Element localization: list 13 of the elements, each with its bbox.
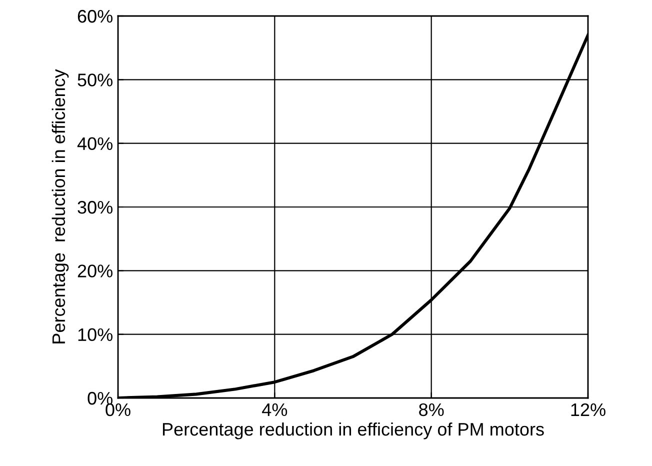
y-tick-label: 50%	[78, 74, 112, 86]
x-tick-label: 4%	[262, 403, 288, 416]
y-tick-label: 0%	[88, 392, 112, 405]
x-tick-label: 12%	[571, 403, 606, 416]
x-axis-title: Percentage reduction in efficiency of PM motors	[162, 422, 544, 440]
y-tick-label: 60%	[78, 10, 112, 23]
x-tick-label: 0%	[106, 403, 130, 416]
y-axis-title: Percentage reduction in efficiency	[52, 69, 69, 344]
y-tick-label: 40%	[77, 137, 112, 150]
y-tick-label: 30%	[78, 200, 112, 214]
y-tick-label: 20%	[78, 264, 112, 278]
y-tick-label: 10%	[78, 328, 112, 342]
x-tick-label: 8%	[419, 403, 444, 416]
